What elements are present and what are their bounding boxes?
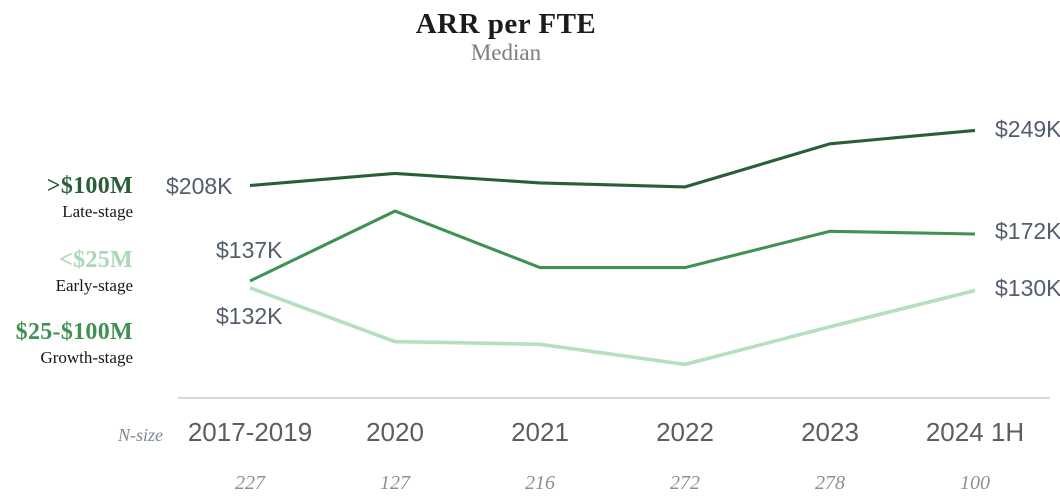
n-size-2023: 278 xyxy=(815,472,845,494)
x-tick-2017-2019: 2017-2019 xyxy=(187,417,313,447)
n-size-2024-1h: 100 xyxy=(960,472,990,494)
series-line-1 xyxy=(249,209,976,283)
legend-stage-growth: Growth-stage xyxy=(40,348,133,367)
data-label-late-end: $249K xyxy=(995,116,1060,142)
legend-group-early-stage: <$25M Early-stage xyxy=(0,246,133,297)
data-label-growth-start: $137K xyxy=(216,237,283,263)
legend-stage-late: Late-stage xyxy=(62,202,133,221)
legend-range-late: >$100M xyxy=(46,173,133,199)
series-line-0 xyxy=(249,128,976,189)
n-size-2017-2019: 227 xyxy=(235,472,265,494)
chart-title: ARR per FTE xyxy=(415,8,597,40)
data-label-late-start: $208K xyxy=(166,173,233,199)
legend-range-growth: $25-$100M xyxy=(15,319,133,345)
x-tick-2024-1h: 2024 1H xyxy=(925,417,1025,447)
n-size-2021: 216 xyxy=(525,472,555,494)
n-size-2020: 127 xyxy=(380,472,410,494)
x-tick-2021: 2021 xyxy=(511,417,569,447)
legend-group-late-stage: >$100M Late-stage xyxy=(0,172,133,223)
legend-group-growth-stage: $25-$100M Growth-stage xyxy=(0,318,133,369)
title-block: ARR per FTE Median xyxy=(0,8,1012,66)
x-tick-2022: 2022 xyxy=(656,417,714,447)
series-line-2 xyxy=(249,286,976,367)
legend-range-early: <$25M xyxy=(59,247,133,273)
data-label-early-start: $132K xyxy=(216,303,283,329)
n-size-2022: 272 xyxy=(670,472,700,494)
data-label-early-end: $130K xyxy=(995,275,1060,301)
data-label-growth-end: $172K xyxy=(995,218,1060,244)
x-tick-2020: 2020 xyxy=(366,417,424,447)
n-size-label: N-size xyxy=(118,425,163,445)
x-tick-2023: 2023 xyxy=(801,417,859,447)
chart-subtitle: Median xyxy=(470,40,542,65)
legend-stage-early: Early-stage xyxy=(55,276,133,295)
